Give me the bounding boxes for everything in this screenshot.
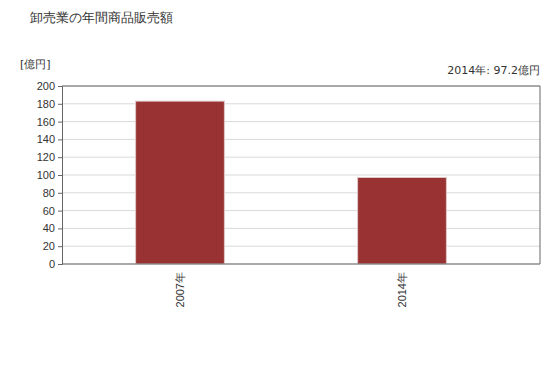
grid-line <box>62 228 540 229</box>
y-tick-mark <box>58 211 62 212</box>
x-axis-line <box>62 264 540 265</box>
grid-line <box>62 86 540 87</box>
grid-line <box>62 192 540 193</box>
y-tick-label: 120 <box>37 151 55 163</box>
grid-line <box>62 210 540 211</box>
y-tick-mark <box>58 264 62 265</box>
y-tick-mark <box>58 104 62 105</box>
y-tick-label: 60 <box>43 205 55 217</box>
bar <box>136 101 225 264</box>
x-tick-label: 2014年 <box>396 272 408 307</box>
y-tick-mark <box>58 193 62 194</box>
y-tick-label: 160 <box>37 116 55 128</box>
grid-line <box>62 175 540 176</box>
grid-line <box>62 246 540 247</box>
y-tick: 160 <box>37 116 62 128</box>
x-tick: 2007年 <box>174 272 186 307</box>
y-tick: 180 <box>37 98 62 110</box>
x-axis: 2007年 2014年 <box>62 264 540 307</box>
y-axis-line <box>58 87 63 265</box>
y-tick-mark <box>58 139 62 140</box>
y-tick: 60 <box>43 205 62 217</box>
grid-line <box>62 103 540 104</box>
grid-line <box>62 139 540 140</box>
y-tick: 0 <box>49 258 62 270</box>
plot-frame <box>62 86 540 87</box>
y-tick: 140 <box>37 133 62 145</box>
y-tick-mark <box>58 122 62 123</box>
y-tick-label: 180 <box>37 98 55 110</box>
chart: 卸売業の年間商品販売額 [億円] 2014年: 97.2億円 0 20 40 60 80 100… <box>0 0 560 366</box>
y-tick-mark <box>58 86 62 87</box>
y-tick-label: 100 <box>37 169 55 181</box>
y-tick-label: 80 <box>43 187 55 199</box>
background <box>0 0 560 366</box>
x-tick-label: 2007年 <box>174 272 186 307</box>
bar <box>358 177 447 264</box>
y-tick: 20 <box>43 240 62 252</box>
grid-line <box>62 264 540 265</box>
y-tick-label: 20 <box>43 240 55 252</box>
y-tick-label: 40 <box>43 222 55 234</box>
y-tick-mark <box>58 246 62 247</box>
y-axis-label: [億円] <box>20 58 51 71</box>
y-tick-label: 140 <box>37 133 55 145</box>
title: 卸売業の年間商品販売額 <box>30 10 173 25</box>
grid-line <box>62 121 540 122</box>
y-axis: 0 20 40 60 80 100 120 140 160 180 200 <box>37 80 63 270</box>
y-tick: 120 <box>37 151 62 163</box>
y-tick-label: 200 <box>37 80 55 92</box>
annotation: 2014年: 97.2億円 <box>447 64 540 77</box>
y-tick: 100 <box>37 169 62 181</box>
plot-frame <box>540 86 541 264</box>
bars <box>136 101 447 264</box>
x-tick: 2014年 <box>396 272 408 307</box>
y-tick-label: 0 <box>49 258 55 270</box>
grid-line <box>62 157 540 158</box>
y-tick-mark <box>58 157 62 158</box>
y-tick-mark <box>58 175 62 176</box>
grid <box>62 86 540 264</box>
y-tick: 200 <box>37 80 62 92</box>
y-tick-mark <box>58 228 62 229</box>
y-tick: 40 <box>43 222 62 234</box>
y-tick: 80 <box>43 187 62 199</box>
